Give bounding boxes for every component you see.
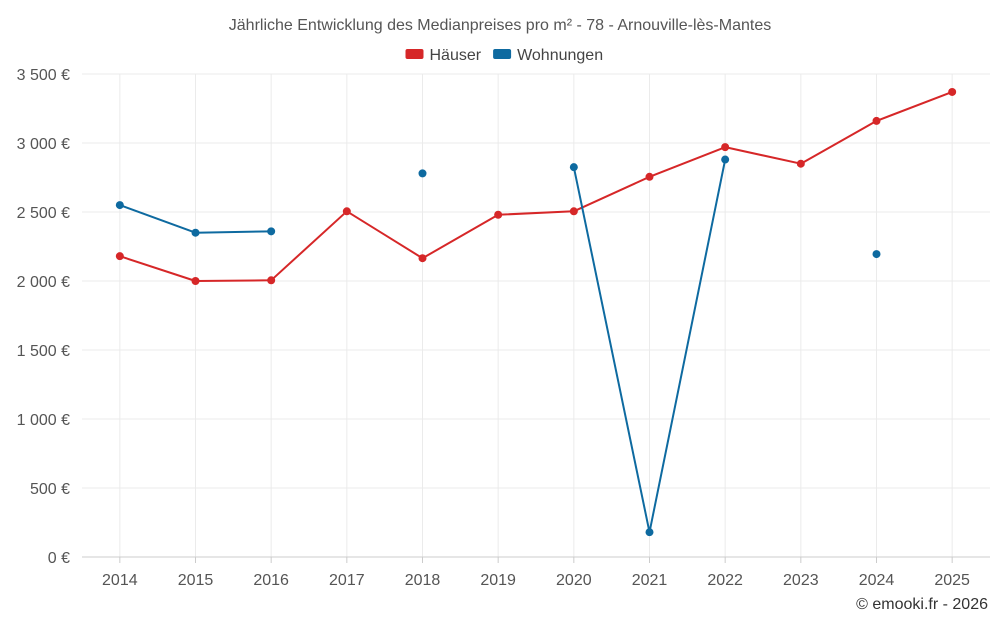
legend-label: Häuser <box>430 47 482 64</box>
data-point <box>191 277 200 285</box>
data-point <box>115 201 124 210</box>
data-point <box>342 207 351 216</box>
x-tick-label: 2017 <box>329 572 365 589</box>
legend-swatch <box>493 49 512 59</box>
legend-swatch <box>405 49 424 59</box>
legend-item-2: Wohnungen <box>493 47 603 64</box>
gridlines <box>82 73 990 557</box>
series-layer <box>115 87 957 537</box>
x-tick-label: 2023 <box>783 572 819 589</box>
y-axis: 0 € 500 € 1 000 € 1 500 € 2 000 € 2 500 € 3 00… <box>17 67 70 567</box>
data-point <box>645 172 654 181</box>
data-point <box>645 528 654 537</box>
data-point <box>191 228 200 237</box>
y-tick-label: 1 500 € <box>17 343 70 360</box>
data-point <box>267 276 276 285</box>
data-point <box>721 155 730 164</box>
legend-label: Wohnungen <box>517 47 603 64</box>
x-tick-label: 2024 <box>859 572 895 589</box>
data-point <box>418 254 427 263</box>
x-tick-label: 2014 <box>102 572 138 589</box>
y-tick-label: 0 € <box>48 550 70 567</box>
series-1 <box>115 87 957 285</box>
x-tick-label: 2025 <box>934 572 970 589</box>
data-point <box>872 250 881 259</box>
x-tick-label: 2018 <box>405 572 441 589</box>
data-point <box>569 163 578 172</box>
series-line <box>119 91 953 282</box>
x-tick-label: 2020 <box>556 572 592 589</box>
data-point <box>796 159 805 168</box>
data-point <box>494 210 503 219</box>
data-point <box>872 116 881 125</box>
credit: © emooki.fr - 2026 <box>856 596 988 613</box>
chart-title: Jährliche Entwicklung des Medianpreises … <box>229 17 771 34</box>
y-tick-label: 500 € <box>30 481 70 498</box>
series-2 <box>115 155 881 537</box>
y-tick-label: 2 500 € <box>17 205 70 222</box>
x-tick-label: 2016 <box>253 572 289 589</box>
x-axis: 2014 2015 2016 2017 2018 2019 2020 2021 2022 2023… <box>82 556 990 589</box>
x-tick-label: 2022 <box>707 572 743 589</box>
data-point <box>418 169 427 178</box>
data-point <box>569 207 578 216</box>
y-tick-label: 2 000 € <box>17 274 70 291</box>
y-tick-label: 3 000 € <box>17 136 70 153</box>
y-tick-label: 3 500 € <box>17 67 70 84</box>
x-tick-label: 2015 <box>178 572 214 589</box>
y-tick-label: 1 000 € <box>17 412 70 429</box>
x-tick-label: 2021 <box>632 572 668 589</box>
x-tick-label: 2019 <box>480 572 516 589</box>
legend: Häuser Wohnungen <box>405 47 603 64</box>
data-point <box>267 227 276 236</box>
data-point <box>948 87 957 96</box>
data-point <box>721 143 730 152</box>
legend-item-1: Häuser <box>405 47 482 64</box>
data-point <box>115 252 124 261</box>
